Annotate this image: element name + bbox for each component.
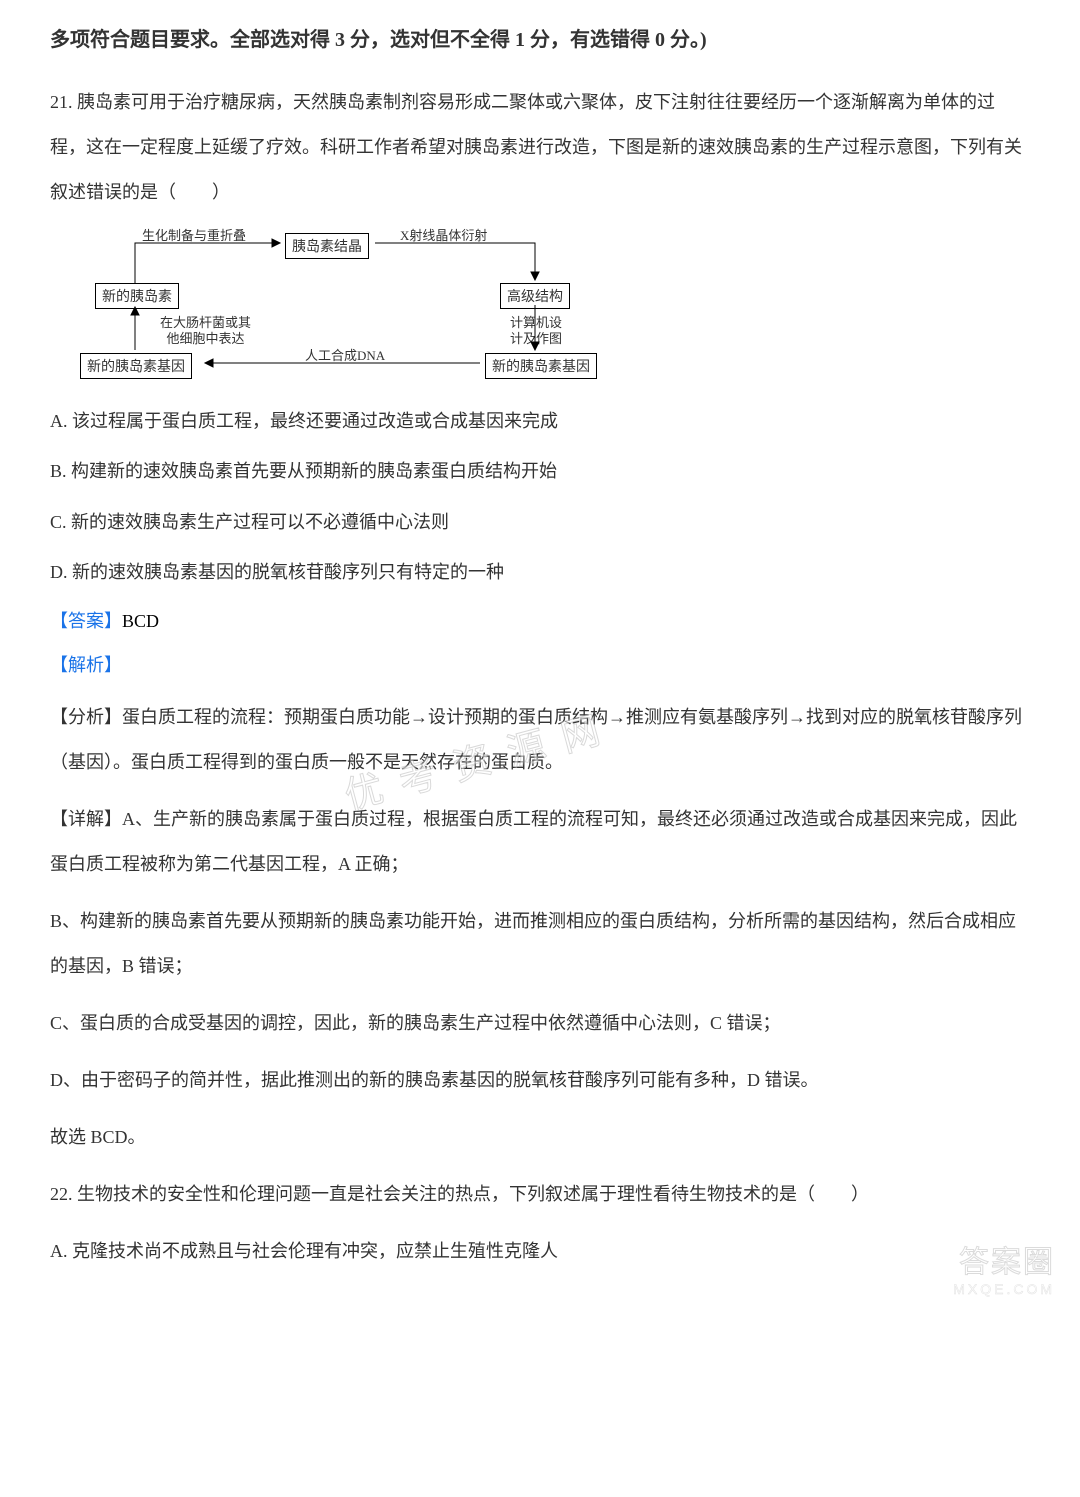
answer-block: 【答案】BCD — [50, 607, 1030, 633]
q21-option-c: C. 新的速效胰岛素生产过程可以不必遵循中心法则 — [50, 506, 1030, 538]
flow-diagram: 胰岛素结晶 生化制备与重折叠 X射线晶体衍射 新的胰岛素 高级结构 在大肠杆菌或… — [80, 225, 740, 385]
q21-option-b: B. 构建新的速效胰岛素首先要从预期新的胰岛素蛋白质结构开始 — [50, 455, 1030, 487]
answer-label: 【答案】 — [50, 611, 122, 631]
watermark-footer: 答案圈 MXQE.COM — [953, 1237, 1055, 1297]
detail-c: C、蛋白质的合成受基因的调控，因此，新的胰岛素生产过程中依然遵循中心法则，C 错… — [50, 1001, 1030, 1046]
detail-d: D、由于密码子的简并性，据此推测出的新的胰岛素基因的脱氧核苷酸序列可能有多种，D… — [50, 1058, 1030, 1103]
q21-option-a: A. 该过程属于蛋白质工程，最终还要通过改造或合成基因来完成 — [50, 405, 1030, 437]
analysis-text: 蛋白质工程的流程：预期蛋白质功能→设计预期的蛋白质结构→推测应有氨基酸序列→找到… — [50, 707, 1022, 772]
q21-option-d: D. 新的速效胰岛素基因的脱氧核苷酸序列只有特定的一种 — [50, 556, 1030, 588]
diagram-arrows — [80, 225, 740, 385]
detail-a-text: A、生产新的胰岛素属于蛋白质过程，根据蛋白质工程的流程可知，最终还必须通过改造或… — [50, 809, 1017, 874]
q21-stem: 21. 胰岛素可用于治疗糖尿病，天然胰岛素制剂容易形成二聚体或六聚体，皮下注射往… — [50, 80, 1030, 215]
analysis-label: 【分析】 — [50, 707, 122, 727]
analysis-block: 【分析】蛋白质工程的流程：预期蛋白质功能→设计预期的蛋白质结构→推测应有氨基酸序… — [50, 695, 1030, 785]
q22-option-a: A. 克隆技术尚不成熟且与社会伦理有冲突，应禁止生殖性克隆人 — [50, 1235, 1030, 1267]
watermark-logo-sub: MXQE.COM — [953, 1281, 1055, 1297]
detail-a: 【详解】A、生产新的胰岛素属于蛋白质过程，根据蛋白质工程的流程可知，最终还必须通… — [50, 797, 1030, 887]
detail-b: B、构建新的胰岛素首先要从预期新的胰岛素功能开始，进而推测相应的蛋白质结构，分析… — [50, 899, 1030, 989]
conclusion: 故选 BCD。 — [50, 1115, 1030, 1160]
instruction-line: 多项符合题目要求。全部选对得 3 分，选对但不全得 1 分，有选错得 0 分。) — [50, 20, 1030, 60]
q22-stem: 22. 生物技术的安全性和伦理问题一直是社会关注的热点，下列叙述属于理性看待生物… — [50, 1172, 1030, 1217]
answer-value: BCD — [122, 611, 159, 631]
detail-label: 【详解】 — [50, 809, 122, 829]
explain-label: 【解析】 — [50, 651, 1030, 677]
watermark-logo-main: 答案圈 — [953, 1237, 1055, 1281]
